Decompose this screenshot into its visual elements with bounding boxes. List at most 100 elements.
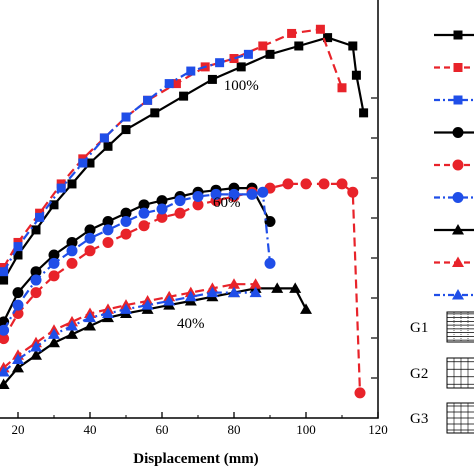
data-point [337,83,347,93]
data-point [120,303,132,314]
series-line [2,28,344,269]
series-9 [0,286,262,377]
data-point [164,79,174,89]
data-point [138,220,150,232]
data-point [85,158,95,168]
data-point [56,183,66,193]
data-point [174,195,186,207]
data-point [192,199,204,211]
legend-entry [434,289,474,300]
series-line [2,53,249,273]
data-point [163,294,176,306]
data-point [35,212,45,222]
data-point [249,286,262,298]
data-point [271,282,284,293]
series-6 [0,186,276,336]
group-section-diagram [446,402,474,434]
data-point [156,203,168,215]
legend-entry [434,192,474,203]
data-point [49,200,59,210]
data-point [120,216,132,228]
data-point [12,287,24,299]
data-point [0,366,10,377]
data-point [0,267,9,277]
data-point [265,49,275,59]
data-point [67,179,77,189]
data-point [12,361,24,373]
data-point [66,320,78,331]
group-section-diagram [446,311,474,343]
data-point [354,387,366,399]
data-point [30,340,42,352]
legend-entry [434,95,474,105]
legend-marker [452,127,464,138]
data-point [30,287,42,299]
data-point [351,70,361,80]
legend-entry [434,30,474,40]
data-point [120,228,132,240]
annotation-label: 100% [224,78,259,94]
data-point [179,91,189,101]
data-point [264,216,276,228]
group-label: G3 [410,411,428,427]
x-tick-label: 100 [296,422,316,437]
data-point [206,286,219,298]
data-point [249,278,262,289]
data-point [359,108,369,118]
legend-marker [453,63,463,72]
data-point [48,270,60,282]
annotations: 100% 60% 40% [177,78,259,332]
plot-area [0,24,369,399]
legend-entry [434,127,474,138]
data-point [48,249,60,261]
legend-marker [452,289,464,300]
legend-entry [434,256,474,267]
legend-marker [452,159,464,171]
data-point [282,178,294,190]
data-point [236,62,246,72]
data-point [228,188,240,200]
data-point [103,141,113,151]
annotation-label: 40% [177,316,205,332]
x-tick-label: 120 [368,422,388,437]
series-5 [0,178,366,399]
data-point [171,79,181,89]
data-point [121,125,131,135]
data-point [258,41,268,51]
data-point [215,58,225,68]
data-point [12,299,24,311]
data-point [102,307,114,318]
data-point [300,178,312,190]
data-point [48,257,60,269]
legend-marker [452,256,464,267]
data-point [210,188,222,200]
data-point [13,242,23,252]
plot-frame [0,0,379,419]
data-point [13,250,23,260]
legend-entry [434,63,474,72]
data-point [30,266,42,278]
data-point [31,225,41,235]
legend-entry [434,159,474,171]
data-point [84,245,96,257]
data-point [141,299,154,310]
data-point [0,324,10,336]
group-label: G1 [410,320,428,336]
data-point [30,274,42,286]
series-1 [0,33,369,285]
data-point [294,41,304,51]
data-point [138,207,150,219]
data-point [228,286,240,298]
axes: 20 40 60 80 100 120 [0,0,388,437]
data-point [102,236,114,248]
data-point [48,336,60,348]
data-point [184,290,197,302]
data-point [84,311,96,323]
data-point [336,178,348,190]
series-3 [0,49,253,277]
data-point [174,207,186,219]
data-point [120,207,132,219]
data-point [150,108,160,118]
data-point [48,328,60,339]
